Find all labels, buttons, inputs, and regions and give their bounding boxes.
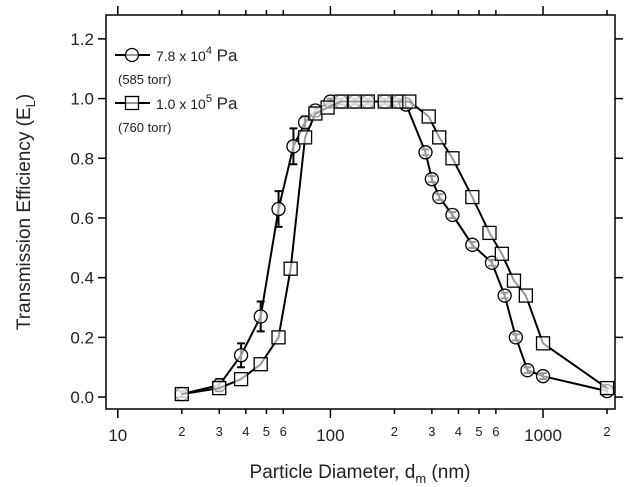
marker [599, 380, 615, 396]
legend-label: 7.8 x 104 Pa [156, 45, 238, 65]
x-tick-label: 100 [316, 426, 344, 445]
marker [174, 386, 189, 402]
marker [402, 94, 417, 109]
legend-label-text: 7.8 x 10 [156, 48, 206, 64]
marker [286, 139, 301, 154]
marker [494, 246, 509, 261]
marker [465, 237, 480, 252]
marker [271, 330, 286, 345]
x-tick-label: 1000 [524, 426, 562, 445]
x-tick-label: 2 [603, 424, 610, 439]
marker [320, 100, 335, 115]
marker [297, 130, 313, 145]
marker [482, 225, 497, 241]
y-tick-label: 1.0 [70, 90, 94, 109]
x-tick-label: 5 [263, 424, 270, 439]
marker [520, 363, 535, 378]
x-tick-label: 2 [391, 424, 398, 439]
marker [233, 372, 249, 387]
y-tick-label: 1.2 [70, 30, 94, 49]
marker [308, 106, 323, 121]
marker [212, 380, 227, 396]
marker [347, 94, 362, 109]
x-tick-label: 6 [280, 424, 287, 439]
marker [506, 273, 522, 288]
marker [424, 172, 440, 187]
legend-label-text: 1.0 x 10 [156, 96, 206, 112]
legend-label-sup: 5 [206, 93, 212, 105]
marker [432, 189, 447, 205]
marker [465, 189, 480, 205]
x-tick-label: 4 [455, 424, 462, 439]
marker [418, 145, 433, 160]
marker [445, 151, 460, 166]
marker [271, 201, 286, 217]
marker [421, 109, 436, 124]
y-axis-label: Transmission Efficiency (EL) [14, 94, 38, 330]
x-tick-label: 10 [108, 426, 127, 445]
y-tick-label: 0.6 [70, 209, 94, 228]
x-tick-label: 2 [178, 424, 185, 439]
y-tick-label: 0.4 [70, 269, 94, 288]
marker [333, 94, 349, 109]
marker [124, 47, 140, 63]
x-tick-label: 6 [492, 424, 499, 439]
x-tick-label: 5 [475, 424, 482, 439]
marker [253, 357, 268, 372]
marker [432, 130, 447, 145]
legend-note: (585 torr) [118, 72, 171, 87]
marker [124, 95, 140, 111]
y-tick-label: 0.0 [70, 388, 94, 407]
legend-label: 1.0 x 105 Pa [156, 93, 238, 113]
y-tick-label: 0.2 [70, 328, 94, 347]
marker [360, 94, 376, 109]
x-tick-label: 3 [428, 424, 435, 439]
marker [233, 348, 249, 363]
marker [497, 288, 512, 303]
marker [445, 207, 460, 223]
marker [535, 336, 551, 351]
legend-label-end: Pa [212, 46, 238, 65]
legend-note: (760 torr) [118, 120, 171, 135]
x-tick-label: 4 [242, 424, 249, 439]
marker [377, 94, 392, 109]
marker [535, 369, 551, 384]
x-axis-label: Particle Diameter, dm (nm) [250, 462, 471, 486]
marker [253, 309, 268, 324]
marker [518, 288, 533, 303]
legend-label-sup: 4 [206, 45, 212, 57]
x-tick-label: 3 [216, 424, 223, 439]
marker [508, 330, 524, 345]
legend-label-end: Pa [212, 94, 238, 113]
plot-frame [105, 14, 616, 410]
y-tick-label: 0.8 [70, 149, 94, 168]
marker [283, 261, 298, 276]
